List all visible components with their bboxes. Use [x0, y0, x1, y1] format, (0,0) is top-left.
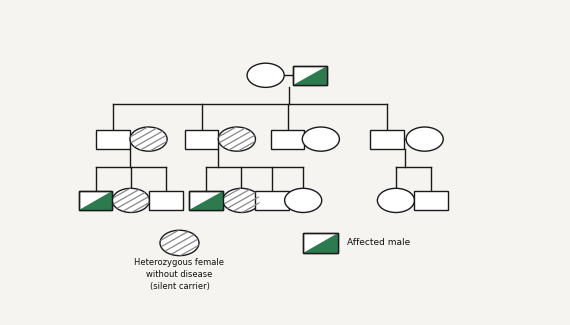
Bar: [79, 191, 112, 210]
Bar: [96, 130, 130, 149]
Bar: [303, 233, 339, 253]
Ellipse shape: [377, 188, 414, 213]
Polygon shape: [79, 191, 112, 210]
Text: Heterozygous female
without disease
(silent carrier): Heterozygous female without disease (sil…: [135, 258, 225, 291]
Bar: [189, 191, 223, 210]
Bar: [255, 191, 289, 210]
Bar: [370, 130, 404, 149]
Polygon shape: [303, 233, 339, 253]
Bar: [271, 130, 304, 149]
Ellipse shape: [284, 188, 321, 213]
Bar: [414, 191, 448, 210]
Ellipse shape: [247, 63, 284, 87]
Ellipse shape: [130, 127, 167, 151]
Bar: [293, 66, 327, 85]
Polygon shape: [293, 66, 327, 85]
Bar: [149, 191, 183, 210]
Ellipse shape: [406, 127, 443, 151]
Bar: [303, 233, 339, 253]
Bar: [189, 191, 223, 210]
Text: Affected male: Affected male: [347, 239, 410, 247]
Ellipse shape: [112, 188, 149, 213]
Bar: [79, 191, 112, 210]
Ellipse shape: [302, 127, 339, 151]
Ellipse shape: [223, 188, 260, 213]
Polygon shape: [189, 191, 223, 210]
Ellipse shape: [160, 230, 199, 256]
Ellipse shape: [218, 127, 255, 151]
Bar: [185, 130, 218, 149]
Bar: [293, 66, 327, 85]
